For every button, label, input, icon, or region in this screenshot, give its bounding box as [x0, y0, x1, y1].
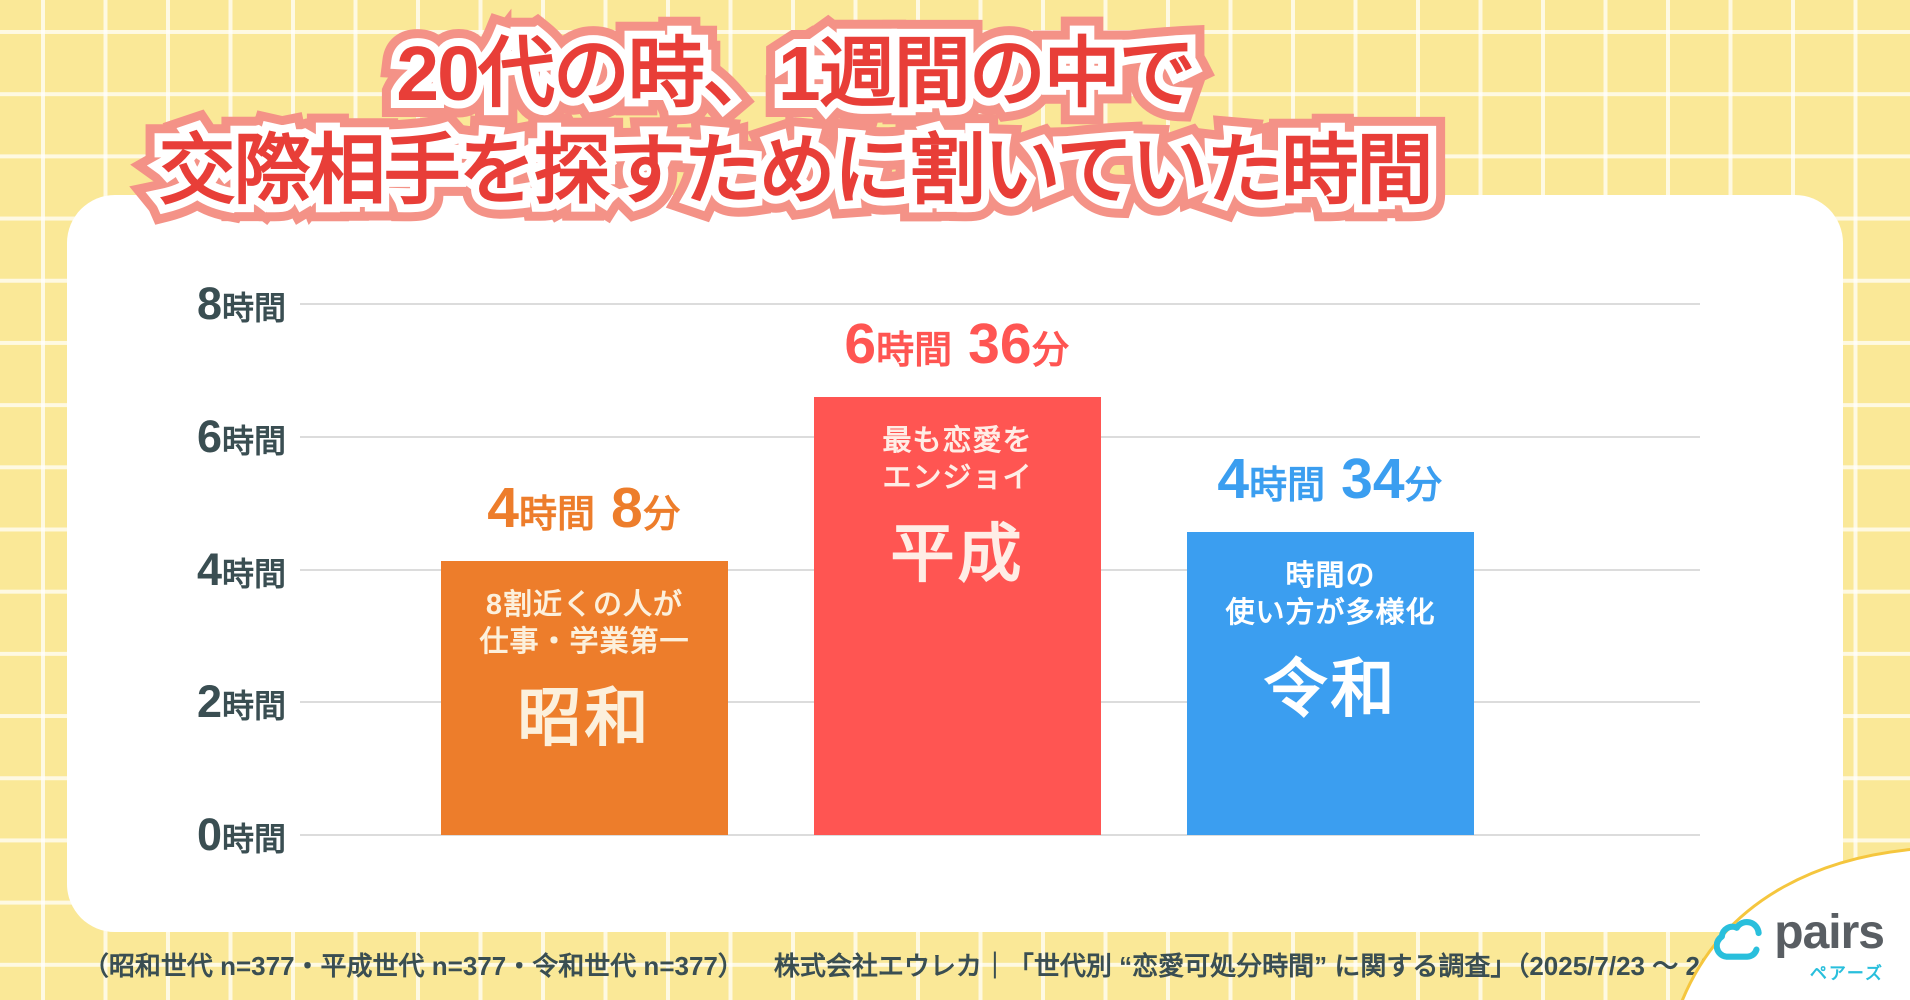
- corner-decoration: [1680, 848, 1910, 1000]
- gridline-8h: [300, 303, 1700, 305]
- gridline-0h: [300, 834, 1700, 836]
- bar-heisei: 最も恋愛を エンジョイ 平成: [814, 396, 1101, 835]
- survey-source: 株式会社エウレカ｜「世代別 “恋愛可処分時間” に関する調査」（2025/7/2…: [773, 951, 1828, 981]
- bar-category-heisei: 平成: [890, 517, 1025, 590]
- footer-note: （昭和世代 n=377・平成世代 n=377・令和世代 n=377） 株式会社エウ…: [0, 946, 1910, 983]
- bar-category-reiwa: 令和: [1263, 652, 1398, 725]
- chart-title: 20代の時、1週間の中で 交際相手を探すために割いていた時間 20代の時、1週間…: [70, 14, 1520, 236]
- title-line-1: 20代の時、1週間の中で: [396, 31, 1195, 117]
- bar-category-showa: 昭和: [517, 681, 652, 754]
- value-label-heisei: 6時間 36分: [844, 311, 1070, 376]
- bar-note-heisei: 最も恋愛を エンジョイ: [882, 424, 1033, 494]
- cloud-icon: [1714, 919, 1762, 960]
- title-line-2: 交際相手を探すために割いていた時間: [158, 128, 1434, 214]
- bar-note-showa: 8割近くの人が 仕事・学業第一: [479, 588, 690, 658]
- value-label-reiwa: 4時間 34分: [1217, 446, 1443, 511]
- y-tick-0h: 0時間: [196, 809, 286, 860]
- chart-title-outline-outer: 20代の時、1週間の中で 交際相手を探すために割いていた時間: [142, 14, 1451, 231]
- chart-title-outline-inner: 20代の時、1週間の中で 交際相手を探すために割いていた時間: [151, 23, 1442, 222]
- chart-title-text: 20代の時、1週間の中で 交際相手を探すために割いていた時間: [70, 26, 1520, 220]
- y-tick-2h: 2時間: [196, 676, 286, 728]
- logo-text: pairs ペアーズ: [1774, 906, 1885, 984]
- brand-name: pairs: [1774, 906, 1885, 959]
- value-label-showa: 4時間 8分: [487, 475, 681, 540]
- bar-showa: 8割近くの人が 仕事・学業第一 昭和: [441, 560, 728, 835]
- bar-note-reiwa: 時間の 使い方が多様化: [1225, 559, 1436, 629]
- pairs-logo: pairs ペアーズ: [1714, 906, 1885, 984]
- bar-reiwa: 時間の 使い方が多様化 令和: [1187, 531, 1474, 835]
- y-tick-4h: 4時間: [196, 543, 286, 595]
- brand-kana: ペアーズ: [1809, 964, 1884, 983]
- y-tick-8h: 8時間: [196, 278, 286, 329]
- sample-size-note: （昭和世代 n=377・平成世代 n=377・令和世代 n=377）: [82, 951, 744, 981]
- y-tick-6h: 6時間: [196, 410, 286, 462]
